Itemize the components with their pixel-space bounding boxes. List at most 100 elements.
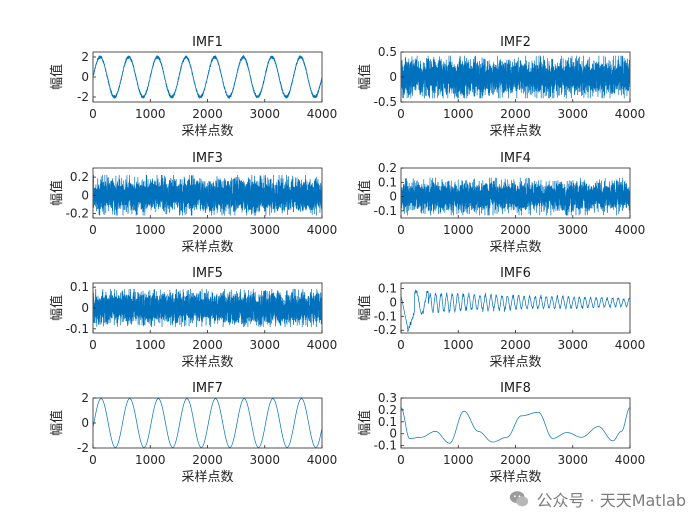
x-axis-label: 采样点数 bbox=[489, 470, 541, 485]
y-tick-label: 0.2 bbox=[378, 403, 397, 417]
x-tick-label: 2000 bbox=[192, 107, 223, 121]
y-tick-label: 0 bbox=[81, 416, 89, 430]
y-axis-label: 幅值 bbox=[49, 64, 65, 90]
x-tick-label: 2000 bbox=[192, 453, 223, 467]
y-tick-label: 0.1 bbox=[70, 280, 89, 294]
watermark-text: 公众号 · 天天Matlab bbox=[536, 491, 686, 510]
y-tick-label: -0.1 bbox=[374, 439, 397, 453]
x-tick-label: 1000 bbox=[135, 338, 166, 352]
y-tick-label: 0 bbox=[389, 427, 397, 441]
y-tick-label: 0 bbox=[81, 188, 89, 202]
subplot-imf8: 0 1000 2000 3000 4000-0.100.10.20.3IMF8采样点数幅… bbox=[357, 381, 645, 485]
y-tick-label: -0.2 bbox=[374, 323, 397, 337]
x-tick-label: 0 bbox=[397, 338, 405, 352]
x-tick-label: 3000 bbox=[249, 453, 280, 467]
x-tick-label: 4000 bbox=[615, 223, 646, 237]
y-tick-label: 0.2 bbox=[70, 170, 89, 184]
series-line bbox=[401, 289, 630, 333]
y-tick-label: 0 bbox=[81, 70, 89, 84]
y-tick-label: 0 bbox=[81, 301, 89, 315]
y-tick-label: 0.3 bbox=[378, 391, 397, 405]
series-line bbox=[93, 54, 322, 99]
series-line bbox=[401, 407, 630, 444]
x-tick-label: 4000 bbox=[615, 107, 646, 121]
x-axis-label: 采样点数 bbox=[181, 240, 233, 255]
y-tick-label: -0.5 bbox=[374, 95, 397, 109]
y-tick-label: -0.2 bbox=[66, 206, 89, 220]
subplot-title: IMF8 bbox=[500, 381, 531, 396]
x-tick-label: 0 bbox=[89, 338, 97, 352]
y-axis-label: 幅值 bbox=[49, 295, 65, 321]
x-tick-label: 4000 bbox=[307, 338, 338, 352]
y-tick-label: 0.1 bbox=[378, 175, 397, 189]
subplot-title: IMF6 bbox=[500, 266, 531, 281]
subplot-title: IMF4 bbox=[500, 151, 531, 166]
subplot-title: IMF5 bbox=[192, 266, 223, 281]
x-axis-label: 采样点数 bbox=[489, 240, 541, 255]
y-tick-label: 0 bbox=[389, 70, 397, 84]
x-axis-label: 采样点数 bbox=[489, 355, 541, 370]
x-axis-label: 采样点数 bbox=[489, 124, 541, 139]
series-line bbox=[93, 398, 322, 448]
x-tick-label: 3000 bbox=[249, 338, 280, 352]
x-tick-label: 1000 bbox=[443, 338, 474, 352]
x-tick-label: 4000 bbox=[307, 107, 338, 121]
series-line bbox=[401, 177, 630, 216]
y-axis-label: 幅值 bbox=[49, 180, 65, 206]
y-axis-label: 幅值 bbox=[357, 64, 373, 90]
x-tick-label: 3000 bbox=[557, 107, 588, 121]
plot-area bbox=[400, 397, 631, 449]
y-axis-label: 幅值 bbox=[357, 410, 373, 436]
y-axis-label: 幅值 bbox=[357, 180, 373, 206]
subplot-title: IMF2 bbox=[500, 35, 531, 50]
y-tick-label: -0.1 bbox=[374, 309, 397, 323]
y-tick-label: 0.1 bbox=[378, 415, 397, 429]
y-tick-label: 0 bbox=[389, 190, 397, 204]
series-line bbox=[93, 288, 322, 328]
y-tick-label: -2 bbox=[77, 441, 89, 455]
wechat-icon bbox=[510, 491, 529, 507]
y-tick-label: 2 bbox=[81, 50, 89, 64]
subplot-title: IMF3 bbox=[192, 151, 223, 166]
x-axis-label: 采样点数 bbox=[181, 124, 233, 139]
x-tick-label: 0 bbox=[397, 107, 405, 121]
x-tick-label: 1000 bbox=[443, 453, 474, 467]
x-tick-label: 1000 bbox=[443, 223, 474, 237]
y-tick-label: -0.1 bbox=[374, 204, 397, 218]
x-tick-label: 3000 bbox=[249, 107, 280, 121]
x-tick-label: 0 bbox=[89, 223, 97, 237]
x-tick-label: 0 bbox=[89, 453, 97, 467]
x-tick-label: 4000 bbox=[615, 338, 646, 352]
y-axis-label: 幅值 bbox=[49, 410, 65, 436]
y-tick-label: 0 bbox=[389, 295, 397, 309]
x-tick-label: 3000 bbox=[557, 453, 588, 467]
subplot-title: IMF7 bbox=[192, 381, 223, 396]
x-tick-label: 0 bbox=[397, 453, 405, 467]
x-tick-label: 1000 bbox=[443, 107, 474, 121]
x-tick-label: 3000 bbox=[557, 223, 588, 237]
y-axis-label: 幅值 bbox=[357, 295, 373, 321]
x-axis-label: 采样点数 bbox=[181, 470, 233, 485]
watermark: 公众号 · 天天Matlab bbox=[508, 487, 686, 511]
x-tick-label: 4000 bbox=[307, 453, 338, 467]
x-tick-label: 2000 bbox=[192, 338, 223, 352]
x-tick-label: 2000 bbox=[500, 223, 531, 237]
x-tick-label: 1000 bbox=[135, 223, 166, 237]
y-tick-label: 0.5 bbox=[378, 45, 397, 59]
x-tick-label: 4000 bbox=[307, 223, 338, 237]
x-tick-label: 2000 bbox=[500, 453, 531, 467]
x-tick-label: 1000 bbox=[135, 107, 166, 121]
x-tick-label: 2000 bbox=[500, 338, 531, 352]
y-tick-label: -2 bbox=[77, 90, 89, 104]
x-tick-label: 2000 bbox=[500, 107, 531, 121]
x-tick-label: 1000 bbox=[135, 453, 166, 467]
y-tick-label: 0.2 bbox=[378, 161, 397, 175]
series-line bbox=[93, 174, 322, 216]
